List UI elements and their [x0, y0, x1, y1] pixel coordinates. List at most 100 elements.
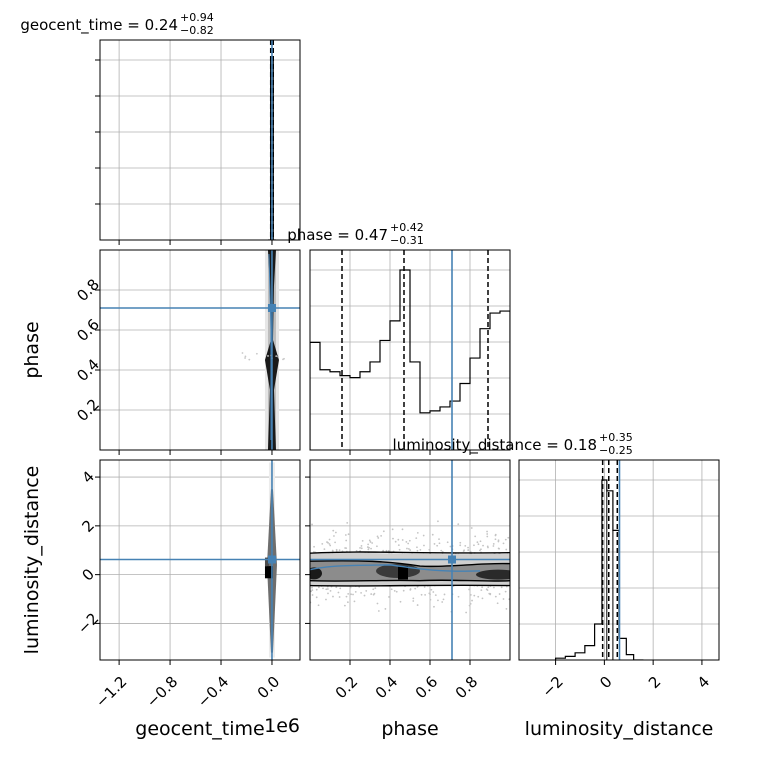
- sample-point: [463, 549, 466, 552]
- sample-point: [437, 599, 439, 602]
- sample-point: [380, 534, 383, 537]
- sample-point: [346, 601, 349, 604]
- title-minus: −0.82: [180, 24, 214, 37]
- sample-point: [443, 593, 446, 596]
- sample-point: [352, 593, 354, 596]
- sample-point: [419, 549, 422, 551]
- sample-point: [332, 529, 335, 532]
- sample-point: [385, 549, 388, 552]
- sample-point: [479, 549, 481, 552]
- sample-point: [315, 588, 318, 591]
- sample-point: [457, 523, 460, 526]
- sample-point: [326, 541, 328, 543]
- sample-point: [479, 540, 482, 543]
- sample-point: [438, 542, 441, 545]
- sample-point: [311, 594, 314, 596]
- sample-point: [244, 355, 247, 358]
- sample-point: [494, 534, 497, 537]
- sample-point: [405, 540, 408, 543]
- sample-point: [401, 539, 404, 541]
- sample-point: [326, 588, 329, 590]
- sample-point: [409, 549, 412, 551]
- sample-point: [334, 531, 337, 534]
- sample-point: [468, 604, 471, 607]
- sample-point: [481, 597, 484, 600]
- sample-point: [423, 544, 425, 547]
- sample-point: [502, 598, 505, 600]
- sample-point: [401, 528, 404, 531]
- offset-text: 1e6: [264, 715, 300, 737]
- sample-point: [432, 591, 435, 593]
- y-tick-label-luminosity_distance: 4: [78, 468, 97, 487]
- density-contour: [310, 560, 510, 568]
- sample-point: [363, 594, 366, 597]
- sample-point: [397, 544, 400, 547]
- sample-point: [436, 544, 439, 547]
- sample-point: [335, 548, 338, 551]
- sample-point: [471, 599, 473, 602]
- sample-point: [367, 548, 370, 551]
- sample-point: [446, 541, 449, 544]
- sample-point: [409, 588, 412, 590]
- sample-point: [311, 586, 313, 589]
- x-tick-label-luminosity_distance: 4: [694, 673, 713, 692]
- sample-point: [377, 610, 380, 612]
- sample-point: [372, 588, 375, 591]
- sample-point: [459, 544, 462, 547]
- sample-point: [392, 537, 394, 540]
- sample-point: [376, 535, 379, 538]
- sample-point: [329, 544, 332, 547]
- sample-point: [429, 593, 431, 596]
- sample-point: [317, 604, 320, 607]
- sample-point: [343, 604, 346, 607]
- sample-point: [370, 547, 372, 550]
- sample-point: [390, 588, 393, 591]
- sample-point: [423, 586, 426, 588]
- sample-point: [384, 608, 387, 610]
- sample-point: [408, 539, 411, 542]
- sample-point: [474, 535, 477, 538]
- sample-point: [331, 550, 334, 553]
- sample-point: [394, 540, 397, 543]
- sample-point: [317, 586, 320, 589]
- sample-point: [313, 545, 315, 548]
- sample-point: [473, 594, 476, 597]
- density-contour: [310, 564, 481, 572]
- sample-point: [328, 543, 331, 545]
- panel-frame: [309, 249, 511, 451]
- histogram-step-phase: [310, 269, 510, 450]
- sample-point: [349, 586, 352, 589]
- sample-point: [505, 608, 508, 610]
- sample-point: [406, 547, 408, 550]
- x-tick-label-phase: 0.8: [452, 673, 482, 703]
- sample-point: [476, 541, 479, 544]
- histogram-phase: [310, 250, 510, 450]
- sample-point: [459, 541, 462, 544]
- sample-point: [420, 593, 423, 596]
- sample-point: [344, 534, 347, 536]
- x-tick-label-phase: 0.4: [372, 673, 402, 703]
- sample-point: [487, 586, 490, 589]
- density-contour: [268, 253, 272, 440]
- x-axis-label-geocent_time: geocent_time: [135, 718, 264, 740]
- histogram-luminosity_distance: [554, 460, 644, 660]
- title-phase: phase = 0.47 +0.42−0.31: [287, 221, 424, 247]
- sample-point: [335, 586, 338, 589]
- sample-point: [464, 544, 467, 547]
- x-tick-label-geocent_time: −0.8: [143, 673, 181, 711]
- sample-point: [468, 588, 470, 591]
- sample-point: [416, 549, 419, 552]
- sample-point: [467, 546, 469, 549]
- sample-point: [398, 548, 401, 551]
- density-core: [476, 569, 510, 580]
- sample-point: [322, 587, 324, 590]
- x-tick-label-phase: 0.2: [332, 673, 362, 703]
- sample-point: [387, 550, 390, 552]
- sample-point: [355, 550, 358, 552]
- sample-point: [480, 589, 483, 592]
- sample-point: [416, 546, 418, 549]
- sample-point: [347, 533, 350, 536]
- y-tick-label-phase: 0.6: [73, 315, 103, 345]
- truth-marker: [267, 304, 276, 312]
